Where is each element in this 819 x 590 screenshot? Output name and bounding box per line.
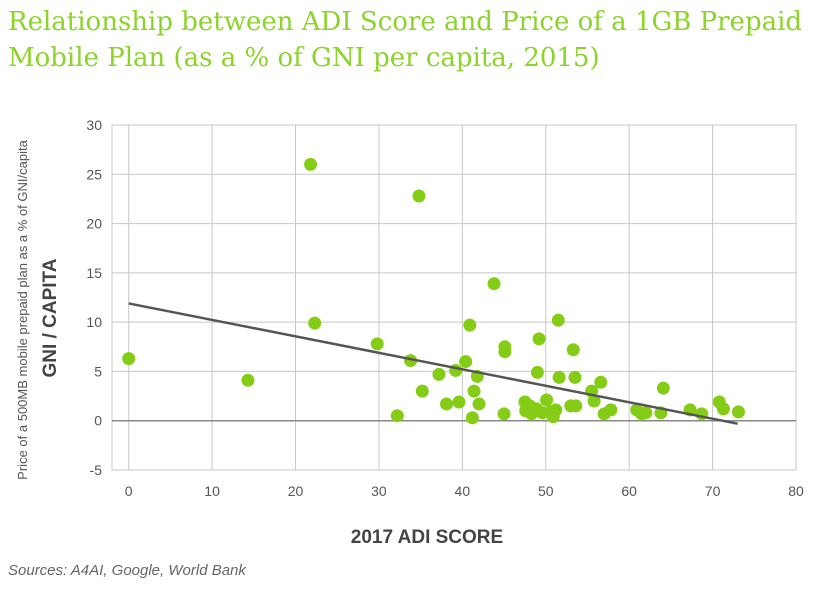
- plot-border: [111, 124, 797, 471]
- data-point-14: [463, 318, 477, 332]
- data-point-36: [552, 370, 566, 384]
- data-point-9: [432, 367, 446, 381]
- data-point-5: [390, 409, 404, 423]
- data-point-13: [459, 355, 473, 369]
- data-point-18: [472, 397, 486, 411]
- x-tick-label-0: 0: [125, 483, 133, 499]
- data-point-12: [452, 395, 466, 409]
- x-tick-label-5: 50: [538, 483, 554, 499]
- chart-title-line-2: Mobile Plan (as a % of GNI per capita, 2…: [8, 43, 600, 73]
- data-point-22: [498, 340, 512, 354]
- data-point-43: [594, 375, 608, 389]
- x-tick-label-6: 60: [621, 483, 637, 499]
- y-tick-label-5: 20: [86, 216, 102, 232]
- data-point-20: [497, 407, 511, 421]
- x-tick-label-2: 20: [288, 483, 304, 499]
- y-tick-label-1: 0: [94, 413, 102, 429]
- data-point-34: [549, 403, 563, 417]
- data-point-4: [370, 337, 384, 351]
- data-point-35: [551, 313, 565, 327]
- data-point-31: [540, 393, 554, 407]
- trendline: [128, 302, 738, 425]
- data-point-28: [530, 365, 544, 379]
- grid-lines: [111, 124, 797, 471]
- y-tick-label-6: 25: [86, 166, 102, 182]
- data-point-45: [604, 403, 618, 417]
- x-tick-label-7: 70: [705, 483, 721, 499]
- y-axis-title: GNI / CAPITA: [40, 258, 61, 377]
- data-point-3: [308, 316, 322, 330]
- y-tick-label-0: -5: [90, 462, 103, 478]
- y-tick-label-3: 10: [86, 314, 102, 330]
- data-point-38: [566, 343, 580, 357]
- x-tick-label-4: 40: [455, 483, 471, 499]
- data-point-0: [122, 352, 136, 366]
- data-point-40: [569, 399, 583, 413]
- data-points: [122, 157, 745, 425]
- y-tick-labels: -5 0 5 10 15 20 25 30: [86, 117, 102, 478]
- y-tick-label-4: 15: [86, 265, 102, 281]
- data-point-55: [731, 405, 745, 419]
- data-point-7: [412, 189, 426, 203]
- data-point-54: [716, 402, 730, 416]
- data-point-2: [304, 157, 318, 171]
- data-point-16: [467, 384, 481, 398]
- data-point-29: [532, 332, 546, 346]
- y-tick-label-2: 5: [94, 363, 102, 379]
- y-axis-secondary-title: Price of a 500MB mobile prepaid plan as …: [15, 139, 30, 479]
- data-point-39: [568, 370, 582, 384]
- sources-note: Sources: A4AI, Google, World Bank: [8, 562, 246, 579]
- data-point-48: [639, 406, 653, 420]
- chart-title: Relationship between ADI Score and Price…: [8, 4, 808, 76]
- data-point-10: [439, 397, 453, 411]
- x-tick-labels: 0 10 20 30 40 50 60 70 80: [125, 483, 804, 499]
- x-axis-title: 2017 ADI SCORE: [351, 527, 503, 548]
- data-point-1: [241, 373, 255, 387]
- data-point-15: [465, 411, 479, 425]
- x-tick-label-8: 80: [788, 483, 804, 499]
- x-tick-label-1: 10: [204, 483, 220, 499]
- data-point-19: [487, 277, 501, 291]
- x-tick-label-3: 30: [371, 483, 387, 499]
- y-tick-label-7: 30: [86, 117, 102, 133]
- chart-title-line-1: Relationship between ADI Score and Price…: [8, 7, 803, 37]
- data-point-8: [415, 384, 429, 398]
- trendline-group: [128, 302, 738, 425]
- data-point-42: [587, 394, 601, 408]
- data-point-50: [656, 381, 670, 395]
